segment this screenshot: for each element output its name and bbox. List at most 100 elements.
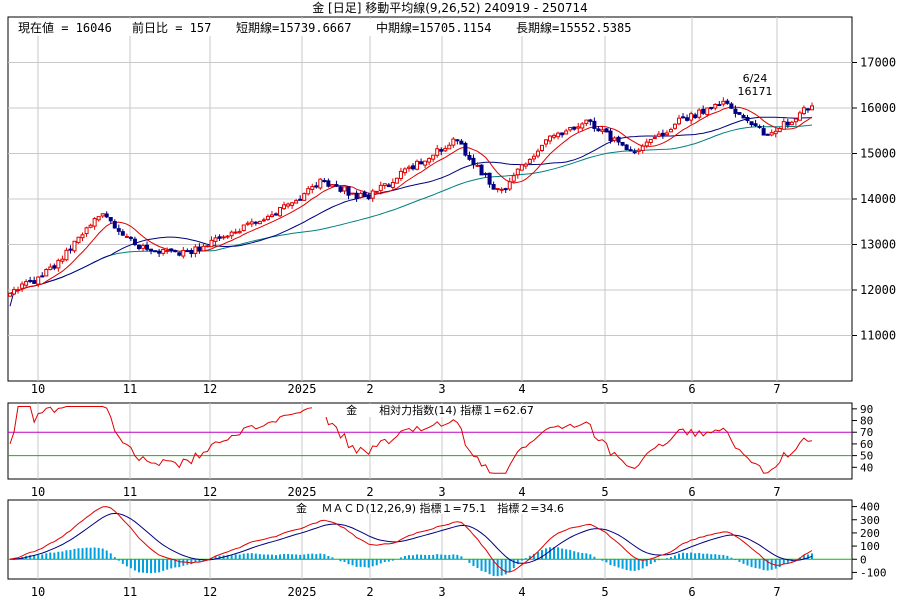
candle-body <box>805 108 810 111</box>
candle-body <box>701 108 706 114</box>
month-label: 3 <box>438 382 445 396</box>
candle-body <box>217 236 222 239</box>
candle-body <box>693 114 698 119</box>
candle-body <box>560 132 565 136</box>
month-label: 2 <box>366 585 373 599</box>
candle-body <box>539 144 544 151</box>
candle-body <box>104 213 109 218</box>
candle-body <box>564 130 569 135</box>
candle-body <box>88 224 93 228</box>
candle-body <box>729 103 734 109</box>
rsi-lines <box>8 406 852 474</box>
candle-body <box>427 157 432 163</box>
candle-body <box>757 125 762 128</box>
candle-body <box>652 137 657 140</box>
candle-body <box>290 202 295 206</box>
candle-body <box>439 149 444 152</box>
candle-body <box>173 250 178 253</box>
candle-body <box>745 117 750 122</box>
candle-body <box>781 121 786 130</box>
candle-body <box>229 231 234 237</box>
candle-body <box>302 193 307 201</box>
candle-body <box>749 121 754 126</box>
month-label: 11 <box>123 585 137 599</box>
candle-body <box>378 184 383 192</box>
candle-body <box>278 207 283 217</box>
candle-body <box>471 157 476 166</box>
candle-body <box>628 149 633 152</box>
candle-body <box>40 275 45 278</box>
candle-body <box>773 130 778 135</box>
candle-body <box>213 237 218 242</box>
candle-body <box>358 192 363 198</box>
candle-body <box>169 248 174 251</box>
candle-body <box>733 108 738 114</box>
candle-body <box>721 100 726 105</box>
macd-tick-label: 300 <box>860 514 880 527</box>
month-label: 6 <box>688 382 695 396</box>
rsi-tick-label: 60 <box>860 438 873 451</box>
candle-body <box>257 220 262 225</box>
candle-body <box>531 155 536 160</box>
peak-value-label: 16171 <box>738 85 773 98</box>
candle-body <box>136 244 141 250</box>
candle-body <box>487 172 492 185</box>
candle-body <box>269 214 274 218</box>
candle-body <box>402 168 407 174</box>
candle-body <box>467 154 472 160</box>
candle-body <box>197 246 202 251</box>
candle-body <box>76 236 81 244</box>
price-tick-label: 15000 <box>860 147 896 161</box>
candle-body <box>241 224 246 232</box>
candle-body <box>423 160 428 166</box>
candle-body <box>374 190 379 193</box>
candle-body <box>753 123 758 127</box>
candle-body <box>177 252 182 256</box>
candle-body <box>165 249 170 252</box>
candle-body <box>672 123 677 129</box>
month-label: 10 <box>31 382 45 396</box>
candle-body <box>398 170 403 180</box>
info-long: 長期線=15552.5385 <box>516 20 631 35</box>
candle-body <box>334 184 339 187</box>
candle-body <box>769 132 774 136</box>
candle-body <box>72 240 77 252</box>
candle-body <box>60 258 65 262</box>
candle-body <box>535 150 540 157</box>
candle-body <box>149 248 154 252</box>
candle-body <box>181 249 186 257</box>
candle-body <box>120 231 125 236</box>
candle-body <box>8 292 12 297</box>
candle-body <box>785 121 790 126</box>
month-label: 12 <box>203 585 217 599</box>
info-change: 前日比 = 157 <box>132 20 211 35</box>
candle-body <box>624 144 629 151</box>
candle-body <box>249 221 254 225</box>
candle-body <box>713 103 718 109</box>
candle-body <box>64 249 69 261</box>
candle-body <box>511 175 516 182</box>
rsi-panel-frame <box>7 402 853 480</box>
candle-body <box>318 178 323 189</box>
candle-body <box>592 120 597 129</box>
candle-body <box>36 276 41 285</box>
month-label: 3 <box>438 485 445 499</box>
month-label: 2025 <box>288 485 317 499</box>
candle-body <box>697 109 702 118</box>
candle-body <box>640 145 645 151</box>
candle-body <box>479 164 484 176</box>
candle-body <box>765 133 770 136</box>
candle-body <box>810 105 814 111</box>
macd-signal-line <box>9 512 813 564</box>
macd-tick-label: 100 <box>860 540 880 553</box>
month-label: 4 <box>518 382 525 396</box>
candle-body <box>499 188 504 191</box>
candle-body <box>225 235 230 238</box>
candle-body <box>797 112 802 121</box>
candle-body <box>237 231 242 234</box>
candle-body <box>193 246 198 254</box>
candle-body <box>604 128 609 133</box>
price-tick-label: 11000 <box>860 329 896 343</box>
candle-body <box>128 236 133 239</box>
candle-body <box>189 249 194 255</box>
